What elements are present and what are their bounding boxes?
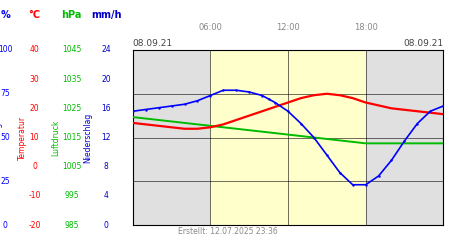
Text: 16: 16 — [101, 104, 111, 113]
Text: 75: 75 — [0, 89, 10, 98]
Text: 12:00: 12:00 — [276, 24, 300, 32]
Text: 0: 0 — [3, 220, 8, 230]
Text: 100: 100 — [0, 46, 13, 54]
Text: 08.09.21: 08.09.21 — [133, 38, 173, 48]
Text: 0: 0 — [32, 162, 37, 171]
Text: 1015: 1015 — [62, 133, 81, 142]
Bar — [210, 50, 365, 225]
Text: 10: 10 — [30, 133, 39, 142]
Text: 18:00: 18:00 — [354, 24, 378, 32]
Text: 0: 0 — [104, 220, 108, 230]
Text: 8: 8 — [104, 162, 108, 171]
Text: -20: -20 — [28, 220, 40, 230]
Text: 985: 985 — [64, 220, 79, 230]
Text: 1035: 1035 — [62, 75, 81, 84]
Text: 1005: 1005 — [62, 162, 81, 171]
Text: 20: 20 — [101, 75, 111, 84]
Text: °C: °C — [28, 10, 40, 20]
Text: Luftfeuchtigkeit: Luftfeuchtigkeit — [0, 107, 2, 168]
Text: -10: -10 — [28, 191, 40, 200]
Text: Niederschlag: Niederschlag — [83, 112, 92, 162]
Text: Temperatur: Temperatur — [18, 116, 27, 160]
Text: 06:00: 06:00 — [198, 24, 222, 32]
Text: 24: 24 — [101, 46, 111, 54]
Text: 1045: 1045 — [62, 46, 81, 54]
Text: mm/h: mm/h — [91, 10, 122, 20]
Text: 12: 12 — [101, 133, 111, 142]
Text: Erstellt: 12.07.2025 23:36: Erstellt: 12.07.2025 23:36 — [178, 228, 278, 236]
Text: 08.09.21: 08.09.21 — [403, 38, 443, 48]
Text: 25: 25 — [0, 177, 10, 186]
Text: 995: 995 — [64, 191, 79, 200]
Text: 40: 40 — [30, 46, 40, 54]
Text: %: % — [0, 10, 10, 20]
Text: 30: 30 — [30, 75, 40, 84]
Text: 50: 50 — [0, 133, 10, 142]
Text: 1025: 1025 — [62, 104, 81, 113]
Text: 4: 4 — [104, 191, 108, 200]
Text: 20: 20 — [30, 104, 39, 113]
Text: hPa: hPa — [62, 10, 82, 20]
Text: Luftdruck: Luftdruck — [51, 119, 60, 156]
